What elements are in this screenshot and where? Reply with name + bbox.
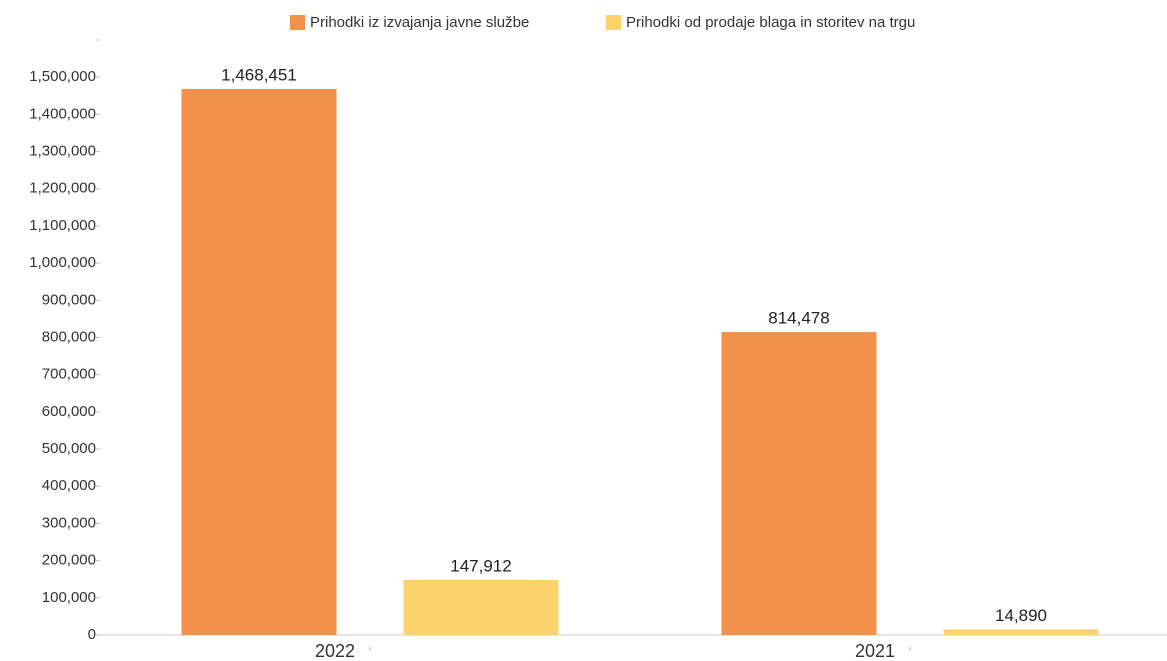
bar [181,88,337,635]
y-tick-label: 100,000 [42,589,96,606]
y-tick-label: 1,000,000 [29,254,96,271]
y-tick-label: 500,000 [42,440,96,457]
bar [943,629,1099,635]
legend-swatch [606,15,621,30]
y-tick-label: 600,000 [42,403,96,420]
legend-label: Prihodki iz izvajanja javne službe [310,14,529,31]
y-tick-label: 300,000 [42,514,96,531]
x-tick-label: 2021 [855,641,895,661]
y-tick-label: 1,100,000 [29,217,96,234]
y-tick-label: 700,000 [42,366,96,383]
y-tick-label: 200,000 [42,552,96,569]
bar [403,579,559,635]
y-tick-label: 400,000 [42,477,96,494]
value-label: 14,890 [995,606,1047,625]
x-tick-label: 2022 [315,641,355,661]
y-tick-label: 1,300,000 [29,143,96,160]
value-label: 814,478 [768,309,829,328]
legend-swatch [290,15,305,30]
legend-label: Prihodki od prodaje blaga in storitev na… [626,14,915,31]
y-tick-label: 1,400,000 [29,105,96,122]
y-tick-label: 900,000 [42,291,96,308]
value-label: 1,468,451 [221,65,297,84]
value-label: 147,912 [450,556,511,575]
y-tick-label: 1,200,000 [29,180,96,197]
y-tick-label: 0 [88,626,96,643]
bar [721,332,877,635]
y-tick-label: 1,500,000 [29,68,96,85]
y-tick-label: 800,000 [42,328,96,345]
